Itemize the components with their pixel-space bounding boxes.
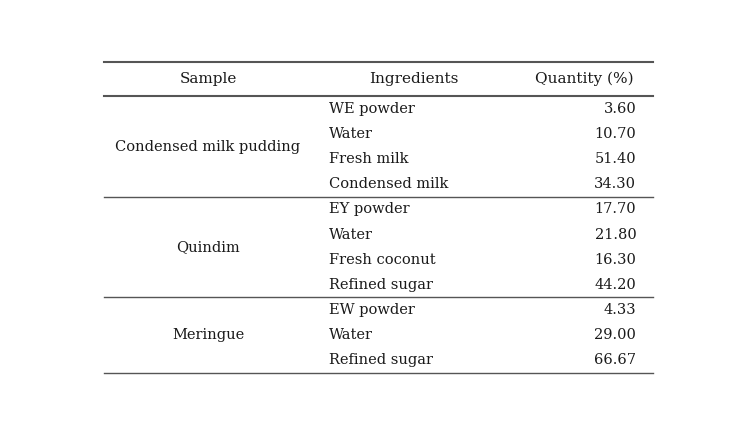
Text: 10.70: 10.70 <box>595 127 636 141</box>
Text: Condensed milk: Condensed milk <box>329 177 448 191</box>
Text: Water: Water <box>329 127 373 141</box>
Text: Water: Water <box>329 328 373 342</box>
Text: Sample: Sample <box>179 72 237 86</box>
Text: Fresh coconut: Fresh coconut <box>329 253 435 267</box>
Text: Condensed milk pudding: Condensed milk pudding <box>115 140 300 154</box>
Text: EY powder: EY powder <box>329 203 410 216</box>
Text: Quantity (%): Quantity (%) <box>535 72 633 86</box>
Text: Water: Water <box>329 227 373 242</box>
Text: 21.80: 21.80 <box>595 227 636 242</box>
Text: Meringue: Meringue <box>172 328 244 342</box>
Text: Refined sugar: Refined sugar <box>329 278 432 292</box>
Text: EW powder: EW powder <box>329 303 415 317</box>
Text: Quindim: Quindim <box>176 240 240 254</box>
Text: 51.40: 51.40 <box>595 152 636 166</box>
Text: 44.20: 44.20 <box>595 278 636 292</box>
Text: WE powder: WE powder <box>329 102 415 116</box>
Text: 17.70: 17.70 <box>595 203 636 216</box>
Text: Refined sugar: Refined sugar <box>329 353 432 367</box>
Text: 3.60: 3.60 <box>604 102 636 116</box>
Text: Ingredients: Ingredients <box>369 72 458 86</box>
Text: 4.33: 4.33 <box>604 303 636 317</box>
Text: Fresh milk: Fresh milk <box>329 152 408 166</box>
Text: 34.30: 34.30 <box>594 177 636 191</box>
Text: 66.67: 66.67 <box>594 353 636 367</box>
Text: 29.00: 29.00 <box>594 328 636 342</box>
Text: 16.30: 16.30 <box>594 253 636 267</box>
